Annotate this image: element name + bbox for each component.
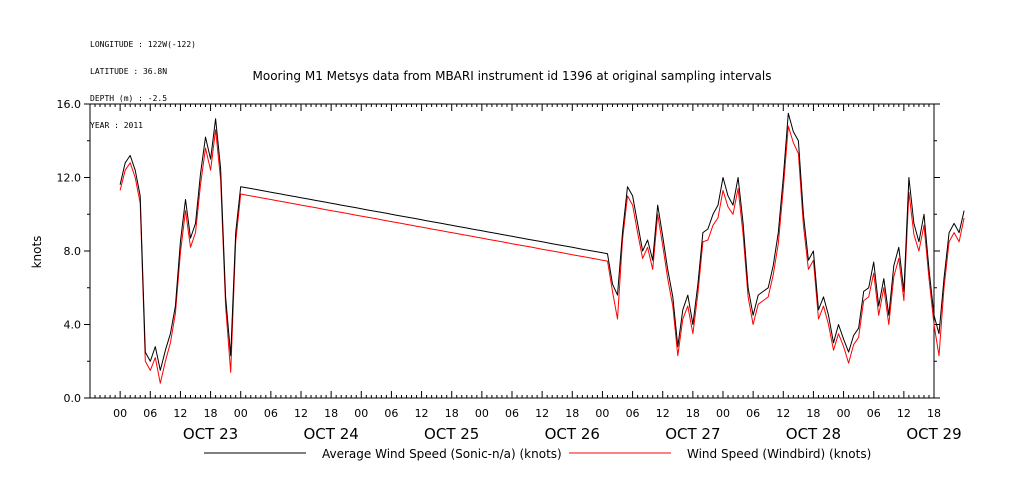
x-tick-label: 12 (535, 407, 549, 420)
y-tick-label: 4.0 (64, 319, 82, 332)
metadata-longitude: LONGITUDE : 122W(-122) (90, 40, 196, 49)
x-tick-label: 00 (354, 407, 368, 420)
series-line-windbird (119, 125, 965, 384)
x-tick-label: 12 (294, 407, 308, 420)
x-tick-label: 00 (716, 407, 730, 420)
day-label: OCT 27 (665, 425, 720, 443)
x-tick-label: 18 (204, 407, 218, 420)
x-tick-label: 00 (113, 407, 127, 420)
x-tick-label: 06 (264, 407, 278, 420)
axis-ticks (84, 103, 940, 399)
y-axis-label: knots (30, 236, 44, 269)
x-tick-label: 18 (445, 407, 459, 420)
metadata-year: YEAR : 2011 (90, 121, 143, 130)
day-label: OCT 26 (545, 425, 600, 443)
x-tick-label: 18 (324, 407, 338, 420)
x-tick-label: 12 (173, 407, 187, 420)
x-tick-label: 06 (505, 407, 519, 420)
legend-label-windbird: Wind Speed (Windbird) (knots) (687, 447, 871, 461)
series-lines (119, 112, 965, 384)
x-tick-label: 00 (475, 407, 489, 420)
x-tick-label: 00 (234, 407, 248, 420)
x-tick-label: 12 (415, 407, 429, 420)
legend: Average Wind Speed (Sonic-n/a) (knots) W… (204, 447, 871, 461)
x-tick-label: 06 (746, 407, 760, 420)
metadata-latitude: LATITUDE : 36.8N (90, 67, 168, 76)
x-tick-labels: 00 06 12 18 00 06 12 18 00 06 12 18 00 06 12 18 00 06 12 18… (113, 407, 941, 420)
x-tick-label: 00 (595, 407, 609, 420)
y-tick-label: 12.0 (57, 172, 82, 185)
y-tick-label: 8.0 (64, 245, 82, 258)
x-tick-label: 18 (565, 407, 579, 420)
chart-title: Mooring M1 Metsys data from MBARI instru… (253, 69, 772, 83)
day-labels: OCT 23 OCT 24 OCT 25 OCT 26 OCT 27 OCT 28 OCT … (183, 425, 962, 443)
x-tick-label: 12 (776, 407, 790, 420)
y-tick-labels: 0.0 4.0 8.0 12.0 16.0 (57, 98, 82, 405)
day-label: OCT 29 (906, 425, 961, 443)
day-label: OCT 23 (183, 425, 238, 443)
x-tick-label: 06 (143, 407, 157, 420)
legend-label-sonic: Average Wind Speed (Sonic-n/a) (knots) (322, 447, 562, 461)
x-tick-label: 06 (626, 407, 640, 420)
y-tick-label: 16.0 (57, 98, 82, 111)
x-tick-label: 00 (837, 407, 851, 420)
x-tick-label: 06 (384, 407, 398, 420)
day-label: OCT 25 (424, 425, 479, 443)
day-label: OCT 24 (303, 425, 358, 443)
x-tick-label: 18 (927, 407, 941, 420)
metadata-depth: DEPTH (m) : -2.5 (90, 94, 168, 103)
x-tick-label: 06 (867, 407, 881, 420)
y-tick-label: 0.0 (64, 392, 82, 405)
x-tick-label: 12 (656, 407, 670, 420)
series-line-sonic (119, 112, 965, 371)
day-label: OCT 28 (786, 425, 841, 443)
x-tick-label: 18 (686, 407, 700, 420)
metadata-block: LONGITUDE : 122W(-122) LATITUDE : 36.8N … (90, 22, 196, 139)
x-tick-label: 12 (897, 407, 911, 420)
x-tick-label: 18 (806, 407, 820, 420)
